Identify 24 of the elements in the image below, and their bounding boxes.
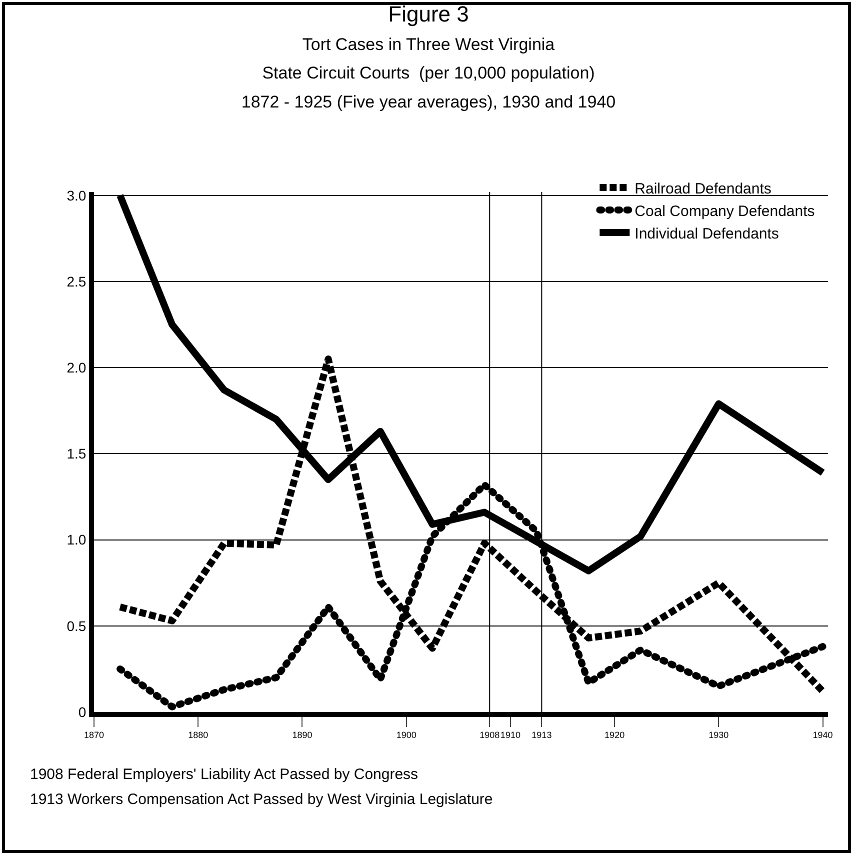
x-tick-label: 1910 — [500, 730, 520, 740]
x-tick-label: 1870 — [84, 730, 104, 740]
y-tick-label: 0 — [78, 704, 86, 720]
x-tick-label: 1880 — [188, 730, 208, 740]
text: 1908 Federal Employers' Liability Act Passed by Congress — [30, 766, 418, 783]
y-tick-label: 1.5 — [66, 446, 86, 462]
y-tick-label: 2.5 — [66, 273, 86, 290]
y-tick-label: 3.0 — [66, 187, 86, 204]
x-tick-label: 1940 — [812, 730, 833, 740]
x-tick-label: 1900 — [396, 730, 416, 740]
x-tick-label: 1930 — [708, 730, 729, 740]
y-tick-label: 2.0 — [66, 360, 86, 376]
x-tick-label: 1890 — [292, 730, 312, 740]
text: 1913 Workers Compensation Act Passed by West Virginia Legislature — [30, 791, 493, 808]
legend-label: Individual Defendants — [634, 225, 779, 242]
x-tick-label: 1920 — [604, 730, 625, 740]
y-tick-label: 0.5 — [66, 618, 86, 634]
x-tick-label: 1908 — [480, 730, 500, 740]
chart-subtitle: Tort Cases in Three West Virginia State Circuit Courts (per 10,000 population) 1872 - 1925 (Five year averages), 1930 and 1940 — [241, 35, 616, 112]
y-tick-label: 1.0 — [66, 532, 86, 548]
legend-label: Railroad Defendants — [634, 180, 772, 198]
x-tick-label: 1913 — [532, 730, 552, 740]
legend-label: Coal Company Defendants — [634, 202, 815, 220]
chart-title: Figure 3 — [388, 1, 469, 26]
